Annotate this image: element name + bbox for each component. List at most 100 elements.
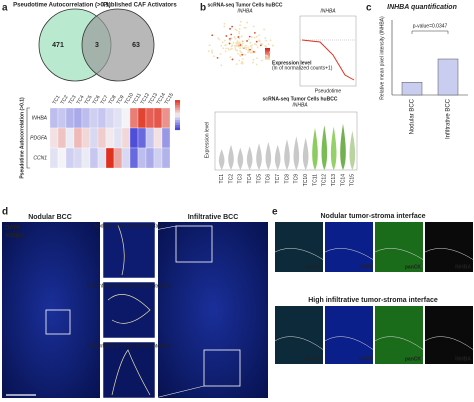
label: TC5 xyxy=(84,94,94,105)
ifx-tile xyxy=(275,222,323,272)
label: TC11 xyxy=(132,92,143,105)
umap-dot xyxy=(249,41,252,44)
label: High infiltrative tumor-stroma interface xyxy=(87,343,172,349)
label: 471 xyxy=(52,42,64,49)
umap-dot xyxy=(224,44,227,47)
umap-dot xyxy=(265,39,268,42)
label: TC8 xyxy=(108,94,118,105)
umap-dot xyxy=(258,39,260,42)
umap-legend-bar xyxy=(265,48,270,60)
umap-dot xyxy=(243,26,246,29)
heatmap-cell xyxy=(57,127,67,149)
umap-dot xyxy=(235,29,238,32)
violin xyxy=(284,139,290,170)
umap-dot xyxy=(240,51,243,54)
ifx-outline xyxy=(274,336,324,350)
label: TC11 xyxy=(312,174,318,186)
ifx-tile xyxy=(425,222,473,272)
heatmap-cell xyxy=(137,147,147,169)
umap-dot xyxy=(252,25,255,28)
zoom-line xyxy=(154,385,205,399)
umap-dot xyxy=(235,63,238,66)
label: a xyxy=(2,3,8,14)
violin xyxy=(218,149,225,170)
umap-dot xyxy=(266,55,269,58)
label: DAPI xyxy=(359,356,372,362)
label: TC4 xyxy=(247,174,253,184)
umap-dot xyxy=(230,37,233,40)
violin xyxy=(265,142,272,170)
pseudotime-trend xyxy=(301,39,355,81)
heatmap-cell xyxy=(161,147,171,169)
umap-dot xyxy=(245,44,247,47)
umap-dot xyxy=(217,37,220,39)
label: panCK xyxy=(405,264,422,270)
umap-dot xyxy=(240,62,243,65)
umap-dot xyxy=(241,58,244,60)
umap-dot xyxy=(234,48,237,51)
umap-dot xyxy=(223,39,226,42)
umap-dot xyxy=(229,27,231,30)
heatmap-cell xyxy=(57,107,67,129)
label: TC14 xyxy=(156,92,167,106)
label: PDGFA xyxy=(30,135,48,141)
umap-dot xyxy=(211,51,214,54)
label: p-value=0.0347 xyxy=(413,23,448,29)
umap-dot xyxy=(245,48,248,51)
heatmap-cell xyxy=(49,147,59,169)
umap-dot xyxy=(256,46,259,49)
violin xyxy=(302,137,309,170)
label: c xyxy=(366,3,372,14)
bar xyxy=(401,82,423,96)
label: Merge xyxy=(306,264,321,270)
heatmap-cell xyxy=(73,147,83,169)
heatmap-cell xyxy=(145,107,155,129)
umap-dot xyxy=(239,42,241,45)
label: Expression level xyxy=(204,122,210,158)
label: TC7 xyxy=(100,94,110,105)
heatmap-cell xyxy=(73,107,83,129)
violin xyxy=(340,123,346,170)
label: Published CAF Activators xyxy=(103,3,177,9)
label: DAPI xyxy=(359,264,372,270)
colorbar-step xyxy=(175,107,180,111)
heatmap-cell xyxy=(137,127,147,149)
umap-dot xyxy=(244,53,247,56)
heatmap-cell xyxy=(65,127,75,149)
label: INHBA quantification xyxy=(387,4,457,11)
ifx-grid xyxy=(274,222,474,364)
heatmap-cell xyxy=(153,147,163,169)
umap-dot xyxy=(236,40,239,43)
umap-dot xyxy=(246,40,248,42)
label: scRNA-seq Tumor Cells huBCC xyxy=(263,96,338,102)
umap-dot xyxy=(233,36,236,38)
label: TC2 xyxy=(228,174,234,184)
umap-dot xyxy=(243,46,246,48)
label: INHBA xyxy=(237,8,253,14)
label: TC6 xyxy=(92,94,102,105)
zoom-box xyxy=(175,225,213,263)
heatmap-cell xyxy=(81,147,91,169)
ifx-outline xyxy=(424,248,474,260)
umap-dot xyxy=(238,32,241,35)
umap-dot xyxy=(220,64,223,67)
umap-dot xyxy=(220,44,223,47)
heatmap-cell xyxy=(121,127,131,149)
umap-dot xyxy=(249,51,252,54)
violin-frame xyxy=(214,111,358,171)
label: DAPI xyxy=(5,226,20,232)
heatmap-cell xyxy=(145,147,155,169)
umap-dot xyxy=(245,46,247,49)
label: 3 xyxy=(95,42,99,49)
heatmap-cell xyxy=(97,107,107,129)
heatmap-cell xyxy=(121,147,131,169)
heatmap-cell xyxy=(65,147,75,169)
umap-dot xyxy=(238,37,241,40)
label: e xyxy=(272,207,278,218)
umap-dot xyxy=(237,52,239,55)
zoom-box xyxy=(45,309,71,335)
violin xyxy=(321,125,328,170)
umap-dot xyxy=(253,31,256,34)
heatmap-cell xyxy=(113,147,123,169)
label: TC3 xyxy=(68,94,78,105)
